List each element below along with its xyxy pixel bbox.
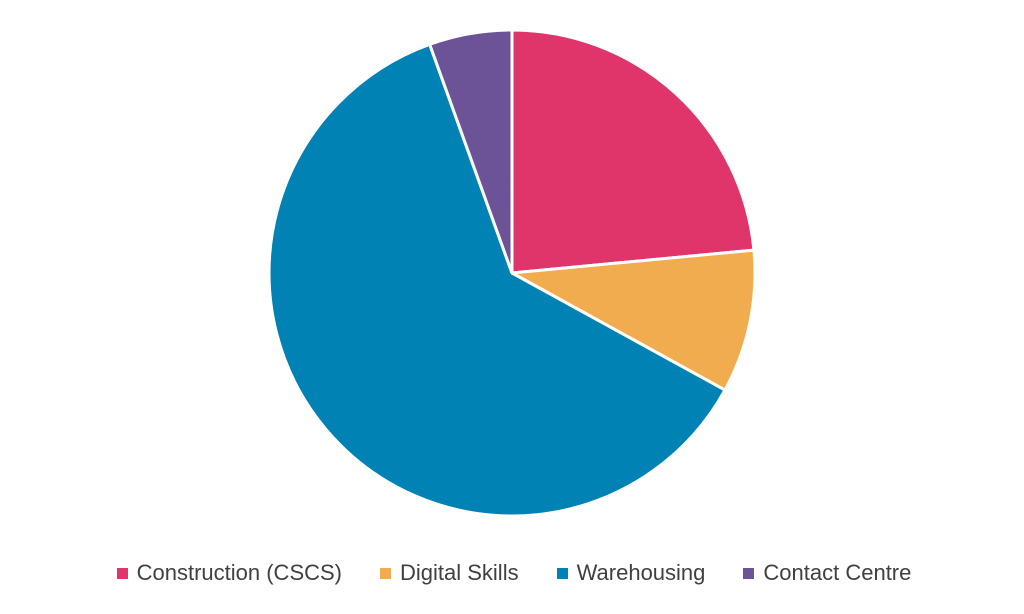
pie-slice-contact-centre — [428, 28, 514, 275]
chart-legend: Construction (CSCS) Digital Skills Warehou… — [0, 558, 1024, 588]
legend-swatch — [743, 567, 755, 579]
pie-slice-construction-cscs — [510, 28, 756, 275]
legend-item-contact-centre: Contact Centre — [743, 560, 911, 586]
legend-swatch — [556, 567, 568, 579]
pie-slices — [267, 28, 757, 518]
legend-item-warehousing: Warehousing — [556, 560, 706, 586]
pie-slice-digital-skills — [510, 248, 757, 392]
legend-label: Digital Skills — [400, 560, 519, 585]
legend-item-construction-cscs: Construction (CSCS) — [116, 560, 342, 586]
pie-slice-warehousing — [267, 42, 727, 518]
legend-label: Construction (CSCS) — [136, 560, 342, 585]
legend-item-digital-skills: Digital Skills — [380, 560, 519, 586]
legend-label: Contact Centre — [763, 560, 912, 585]
legend-swatch — [380, 567, 391, 579]
legend-label: Warehousing — [576, 560, 706, 585]
legend-swatch — [116, 567, 128, 579]
